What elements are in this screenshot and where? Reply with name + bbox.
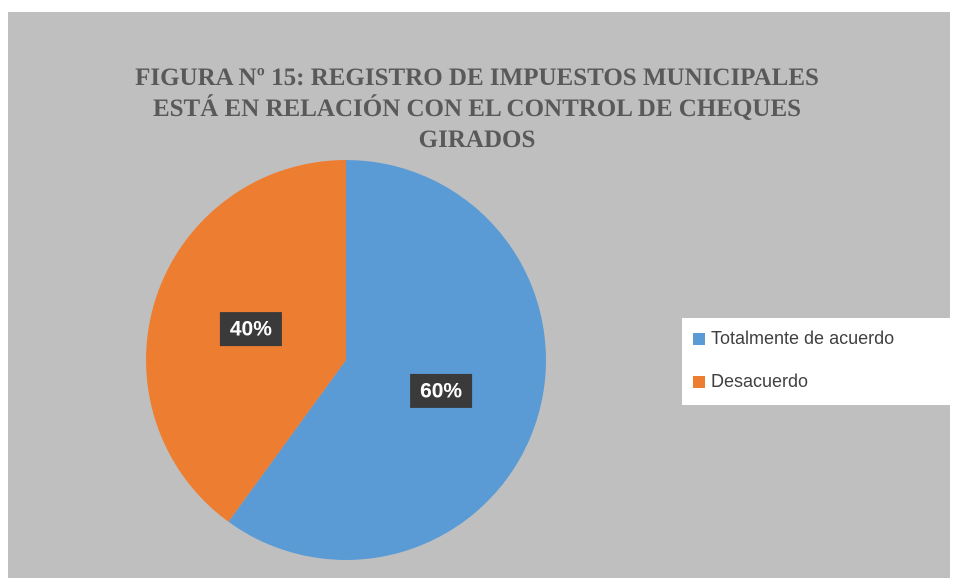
legend-label: Totalmente de acuerdo [711, 328, 894, 348]
pie-slice [228, 160, 547, 560]
legend-swatch [693, 333, 705, 345]
data-label: 60% [420, 379, 462, 402]
data-label: 40% [230, 318, 272, 341]
data-label-box [410, 373, 473, 408]
chart-title: FIGURA Nº 15: REGISTRO DE IMPUESTOS MUNI… [135, 64, 819, 153]
data-label-box [219, 312, 282, 347]
legend-swatch [693, 376, 705, 388]
legend-box [682, 318, 953, 405]
legend-label: Desacuerdo [711, 371, 808, 391]
